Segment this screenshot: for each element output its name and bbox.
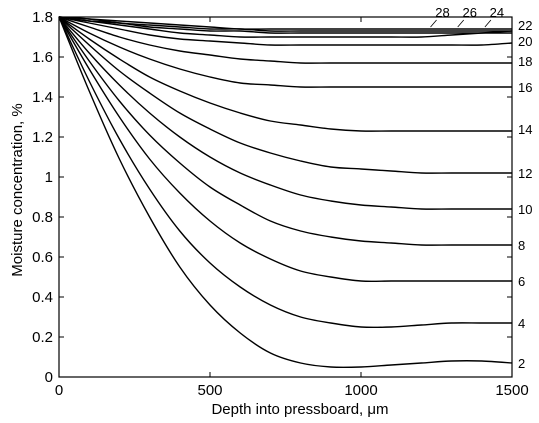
curve-label-8: 8 [518, 238, 525, 253]
y-tick-label: 0.6 [32, 249, 53, 266]
series-line-22 [58, 16, 513, 38]
y-tick-label: 1.6 [32, 49, 53, 66]
y-tick-label: 1 [45, 169, 53, 186]
curve-label-12: 12 [518, 166, 532, 181]
x-tick-label: 0 [55, 382, 63, 399]
curve-label-14: 14 [518, 122, 532, 137]
series-line-12 [58, 16, 512, 174]
series-line-2 [58, 16, 513, 369]
curve-label-4: 4 [518, 316, 525, 331]
series-line-14 [58, 16, 512, 132]
axes-group [58, 16, 513, 378]
series-line-4 [58, 16, 512, 329]
series-line-16 [58, 16, 512, 88]
series-line-6 [58, 16, 512, 282]
y-tick-label: 1.8 [32, 9, 53, 26]
x-tick-label: 1000 [344, 382, 377, 399]
y-tick-label: 0.2 [32, 329, 53, 346]
x-axis-title: Depth into pressboard, μm [211, 401, 388, 418]
curve-label-20: 20 [518, 34, 532, 49]
series-line-10 [58, 16, 512, 210]
plot-frame [58, 16, 513, 378]
y-tick-label: 0.8 [32, 209, 53, 226]
series-line-24 [58, 16, 512, 34]
curves-group [58, 16, 513, 369]
y-tick-label: 1.2 [32, 129, 53, 146]
x-tick-label: 1500 [495, 382, 528, 399]
curve-label-leader [430, 19, 437, 28]
y-axis-title: Moisture concentration, % [9, 103, 26, 276]
ticks-group: 0 500 1000 1500 0 0.2 0.4 0.6 0.8 1 1.2 1.4 1.6 1.8 [32, 9, 529, 399]
curve-label-18: 18 [518, 54, 532, 69]
curve-label-leader [484, 19, 492, 28]
curve-label-26: 26 [462, 5, 476, 20]
series-line-18 [58, 16, 512, 64]
y-tick-label: 0.4 [32, 289, 53, 306]
curve-label-16: 16 [518, 80, 532, 95]
x-tick-label: 500 [197, 382, 222, 399]
curve-label-10: 10 [518, 202, 532, 217]
curve-label-24: 24 [490, 5, 504, 20]
series-line-8 [58, 16, 512, 246]
series-line-20 [58, 16, 513, 46]
y-tick-label: 0 [45, 369, 53, 386]
series-line-26 [58, 16, 512, 32]
curve-label-leader [457, 19, 465, 28]
y-tick-label: 1.4 [32, 89, 53, 106]
curve-label-6: 6 [518, 274, 525, 289]
curve-label-2: 2 [518, 356, 525, 371]
series-line-28 [58, 16, 512, 30]
curve-label-28: 28 [435, 5, 449, 20]
curve-label-22: 22 [518, 18, 532, 33]
